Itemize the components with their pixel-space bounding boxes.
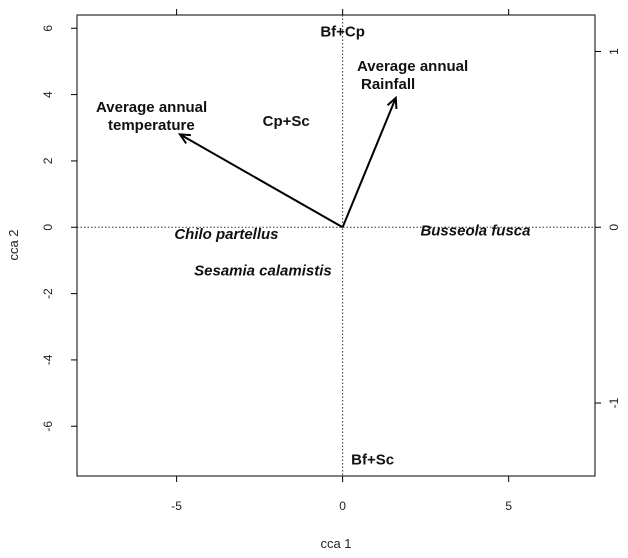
group-label: Cp+Sc xyxy=(263,113,310,130)
species-label: Busseola fusca xyxy=(420,223,530,240)
y-tick-label: 2 xyxy=(41,157,55,164)
x-axis: -5 0 5 xyxy=(171,476,512,513)
y2-tick-label: 0 xyxy=(607,224,621,231)
y2-tick-label: 1 xyxy=(607,48,621,55)
x-tick-label: 0 xyxy=(339,499,346,513)
species-label: Sesamia calamistis xyxy=(194,262,332,279)
env-vector-label: Average annual temperature xyxy=(96,99,207,134)
y-tick-label: 0 xyxy=(41,224,55,231)
env-vector-arrow xyxy=(341,97,397,228)
x-tick-label: 5 xyxy=(505,499,512,513)
env-vector-label: Average annual Rainfall xyxy=(357,58,468,93)
y-tick-label: 4 xyxy=(41,91,55,98)
env-vector-arrowhead xyxy=(386,95,398,109)
y-axis: -6 -4 -2 0 2 4 6 xyxy=(41,25,77,432)
secondary-y-axis: 1 0 -1 xyxy=(595,48,621,408)
x-tick-label: -5 xyxy=(171,499,182,513)
y-axis-title: cca 2 xyxy=(6,229,21,260)
reference-lines xyxy=(77,15,595,476)
env-vector-arrow xyxy=(179,133,344,229)
y-tick-label: -4 xyxy=(41,354,55,365)
environment-vectors: Average annual temperature Average annual R… xyxy=(96,58,468,229)
env-vector-arrowhead xyxy=(177,133,191,145)
x-axis-title: cca 1 xyxy=(320,536,351,551)
species-label: Chilo partellus xyxy=(174,226,278,243)
y2-tick-label: -1 xyxy=(607,397,621,408)
group-label: Bf+Sc xyxy=(351,451,394,468)
group-labels: Bf+Cp Cp+Sc Bf+Sc xyxy=(263,24,394,469)
top-ticks xyxy=(176,9,510,15)
plot-frame xyxy=(76,14,596,477)
species-labels: Chilo partellus Busseola fusca Sesamia cal… xyxy=(174,223,530,280)
group-label: Bf+Cp xyxy=(320,24,365,41)
y-tick-label: -6 xyxy=(41,421,55,432)
y-tick-label: -2 xyxy=(41,288,55,299)
y-tick-label: 6 xyxy=(41,25,55,32)
